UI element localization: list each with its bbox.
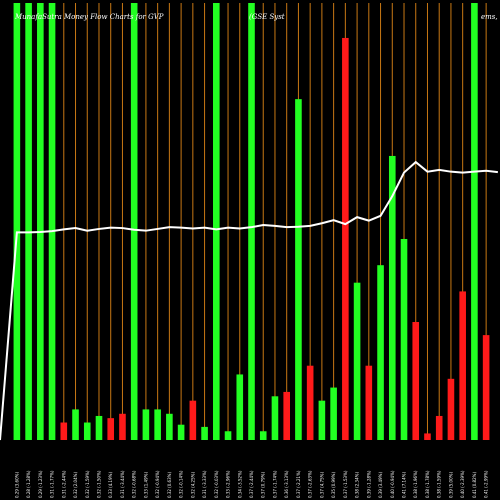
x-tick-label: 0.35 (0.99%) — [331, 472, 336, 498]
bar — [447, 378, 455, 440]
chart-title: MunafaSutra Money Flow Charts for GVP — [14, 13, 164, 21]
x-tick-label: 0.31 (-3.33%) — [202, 470, 207, 498]
x-tick-label: 0.31 (-3.44%) — [120, 470, 125, 498]
bar — [83, 422, 91, 440]
x-tick-label: 0.37 (-1.53%) — [343, 470, 348, 498]
bar — [130, 3, 138, 440]
bar — [271, 396, 279, 440]
x-tick-label: 0.32 (-0.94%) — [155, 470, 160, 498]
bar — [107, 418, 115, 440]
bar — [248, 3, 255, 440]
chart-title-ticker: (GSE Syst — [249, 13, 285, 21]
bar — [72, 409, 79, 440]
bar — [213, 3, 220, 440]
bar — [400, 238, 408, 440]
x-tick-label: 0.39 (-1.28%) — [366, 470, 371, 498]
bar — [295, 99, 302, 440]
x-tick-label: 0.28 (-1.28%) — [26, 470, 31, 498]
bar — [283, 391, 290, 440]
bar — [154, 409, 161, 440]
bar — [482, 335, 490, 440]
bar — [318, 400, 326, 440]
x-tick-label: 0.33 (1.49%) — [143, 472, 148, 498]
x-tick-label: 0.29 (3.60%) — [14, 472, 19, 498]
bar — [388, 155, 396, 440]
x-tick-label: 0.38 (2.34%) — [355, 472, 360, 498]
bar — [435, 415, 443, 440]
x-tick-label: 0.37 (0.79%) — [261, 472, 266, 498]
bar — [259, 431, 267, 440]
bar — [166, 413, 173, 440]
x-tick-label: 0.40 (-2.39%) — [460, 470, 465, 498]
bar — [177, 424, 185, 440]
x-tick-label: 0.38 (-1.78%) — [425, 470, 430, 498]
x-tick-label: 0.39 (3.49%) — [378, 472, 383, 498]
bar — [330, 387, 337, 440]
bar — [459, 291, 466, 440]
x-tick-label: 0.32 (-0.03%) — [214, 470, 219, 498]
bar — [377, 265, 384, 440]
bar — [353, 282, 361, 440]
x-tick-label: 0.37 (4.75%) — [319, 472, 324, 498]
bar — [471, 3, 478, 440]
chart-title-edge: ems, — [481, 13, 498, 21]
bar — [424, 433, 431, 440]
x-tick-label: 0.31 (-2.44%) — [61, 470, 66, 498]
x-tick-label: 0.37 (-2.44%) — [249, 470, 254, 498]
bar — [37, 3, 44, 440]
x-tick-label: 0.33 (-2.96%) — [226, 470, 231, 498]
bar — [48, 3, 56, 440]
x-tick-labels: 0.29 (3.60%) 0.28 (-1.28%) 0.29 (-1.23%) 0.… — [14, 470, 488, 498]
bar — [189, 400, 197, 440]
bar — [412, 322, 420, 440]
x-tick-label: 0.38 (-1.96%) — [413, 470, 418, 498]
bar — [236, 374, 244, 440]
bar — [201, 426, 208, 440]
x-tick-label: 0.39 (5.00%) — [448, 472, 453, 498]
x-tick-label: 0.36 (-3.13%) — [284, 470, 289, 498]
x-tick-label: 0.31 (-1.77%) — [50, 470, 55, 498]
x-tick-label: 0.38 (-1.59%) — [437, 470, 442, 498]
x-tick-label: 0.32 (-1.50%) — [96, 470, 101, 498]
x-tick-label: 0.37 (-2.63%) — [308, 470, 313, 498]
x-tick-label: 0.34 (-3.52%) — [237, 470, 242, 498]
x-tick-label: 0.41 (0.82%) — [472, 472, 477, 498]
bar — [13, 3, 21, 440]
x-tick-label: 0.32 (4.25%) — [190, 472, 195, 498]
bar — [25, 3, 32, 440]
x-tick-label: 0.32 (-0.68%) — [132, 470, 137, 498]
bar — [142, 409, 150, 440]
bar — [342, 37, 349, 441]
bar — [119, 413, 126, 440]
x-tick-label: 0.37 (-1.74%) — [272, 470, 277, 498]
x-tick-label: 0.29 (-1.23%) — [38, 470, 43, 498]
bar — [95, 415, 103, 440]
x-tick-label: 0.32 (2.04%) — [73, 472, 78, 498]
x-tick-label: 0.41 (-2.99%) — [484, 470, 489, 498]
x-tick-label: 0.32 (-1.59%) — [85, 470, 90, 498]
money-flow-line — [0, 160, 498, 441]
bar — [306, 365, 314, 440]
bar — [224, 431, 232, 440]
x-tick-label: 0.40 (-0.94%) — [390, 470, 395, 498]
x-tick-label: 0.33 (4.19%) — [108, 472, 113, 498]
x-tick-label: 0.32 (0.63%) — [167, 472, 172, 498]
x-tick-label: 0.41 (7.14%) — [402, 472, 407, 498]
bars — [13, 3, 490, 441]
x-tick-label: 0.37 (-2.21%) — [296, 470, 301, 498]
x-tick-label: 0.32 (-0.14%) — [179, 470, 184, 498]
bar — [60, 422, 68, 440]
bar — [365, 365, 373, 440]
